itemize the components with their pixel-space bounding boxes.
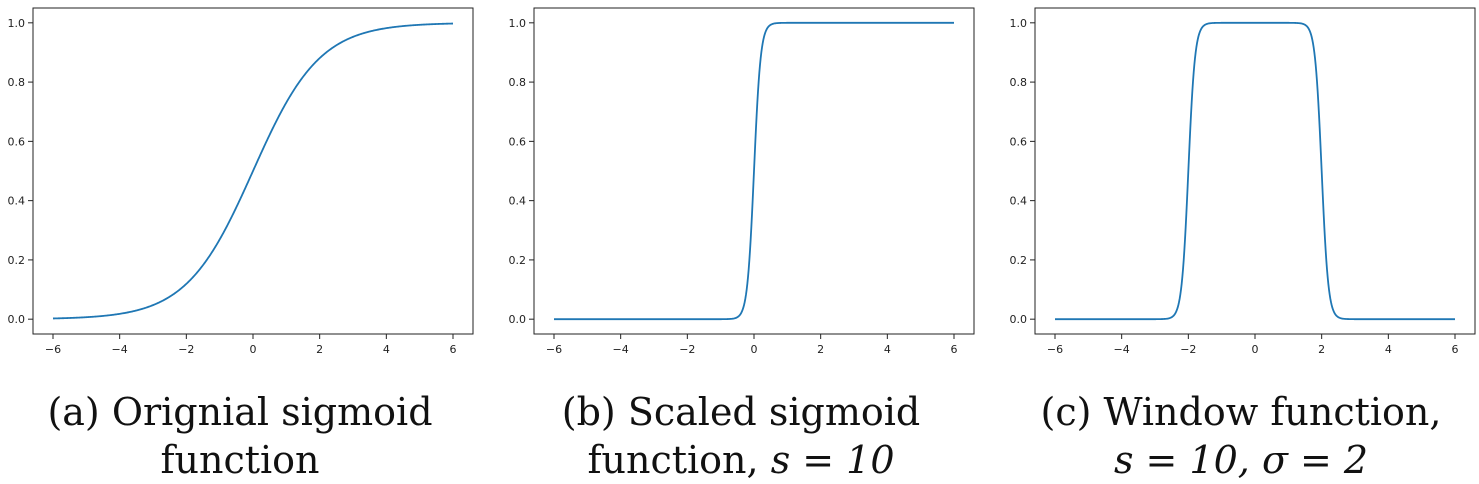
caption-window-function: (c) Window function, s = 10, σ = 2 [1021, 388, 1461, 484]
x-tick-label: −6 [45, 343, 61, 356]
y-tick-label: 0.4 [1010, 195, 1028, 208]
axes-frame [1034, 7, 1476, 335]
caption-math: s = 10 [770, 438, 895, 482]
caption-line2-text: function, [587, 438, 771, 482]
y-tick-label: 1.0 [509, 17, 527, 30]
chart-window-function: −6 −4 −2 0 2 4 6 0.0 0.2 0.4 0.6 0.8 1.0 [1010, 7, 1476, 356]
x-tick-label: 0 [751, 343, 758, 356]
y-tick-label: 0.2 [8, 254, 26, 267]
caption-line2: function [20, 436, 460, 484]
x-tick-label: 6 [951, 343, 958, 356]
y-tick-label: 0.8 [1010, 76, 1028, 89]
y-tick-label: 0.0 [509, 313, 527, 326]
x-tick-label: 4 [383, 343, 390, 356]
caption-line1: (c) Window function, [1040, 390, 1442, 434]
y-tick-label: 0.4 [509, 195, 527, 208]
caption-line2-text: function [160, 438, 320, 482]
y-tick-label: 0.0 [1010, 313, 1028, 326]
y-tick-label: 0.8 [8, 76, 26, 89]
chart-original-sigmoid: −6 −4 −2 0 2 4 6 0.0 0.2 0.4 0.6 0.8 1.0 [8, 7, 474, 356]
x-tick-label: −4 [1114, 343, 1130, 356]
y-tick-label: 0.0 [8, 313, 26, 326]
y-tick-label: 1.0 [8, 17, 26, 30]
x-tick-label: 2 [1318, 343, 1325, 356]
x-tick-label: −4 [613, 343, 629, 356]
y-tick-label: 0.2 [1010, 254, 1028, 267]
y-tick-label: 0.4 [8, 195, 26, 208]
caption-scaled-sigmoid: (b) Scaled sigmoid function, s = 10 [521, 388, 961, 484]
caption-line2: function, s = 10 [521, 436, 961, 484]
chart-scaled-sigmoid: −6 −4 −2 0 2 4 6 0.0 0.2 0.4 0.6 0.8 1.0 [509, 7, 975, 356]
x-tick-label: 6 [450, 343, 457, 356]
caption-line1: (b) Scaled sigmoid [561, 390, 921, 434]
series-line [52, 22, 454, 320]
x-tick-label: −6 [1047, 343, 1063, 356]
x-tick-label: 0 [250, 343, 257, 356]
x-tick-label: −2 [1180, 343, 1196, 356]
y-tick-label: 0.6 [8, 135, 26, 148]
y-tick-label: 0.2 [509, 254, 527, 267]
x-tick-label: 2 [817, 343, 824, 356]
x-tick-label: −2 [178, 343, 194, 356]
x-tick-label: −4 [112, 343, 128, 356]
caption-original-sigmoid: (a) Orignial sigmoid function [20, 388, 460, 484]
caption-line1: (a) Orignial sigmoid [47, 390, 433, 434]
y-tick-label: 0.8 [509, 76, 527, 89]
y-tick-label: 1.0 [1010, 17, 1028, 30]
x-tick-label: 0 [1252, 343, 1259, 356]
x-tick-label: −2 [679, 343, 695, 356]
series-line [1055, 21, 1455, 321]
x-tick-label: −6 [546, 343, 562, 356]
y-tick-label: 0.6 [1010, 135, 1028, 148]
series-line [554, 21, 954, 321]
x-tick-label: 2 [316, 343, 323, 356]
x-tick-label: 6 [1452, 343, 1459, 356]
caption-math: s = 10, σ = 2 [1113, 438, 1369, 482]
y-tick-label: 0.6 [509, 135, 527, 148]
x-tick-label: 4 [1385, 343, 1392, 356]
x-tick-label: 4 [884, 343, 891, 356]
caption-line2: s = 10, σ = 2 [1021, 436, 1461, 484]
